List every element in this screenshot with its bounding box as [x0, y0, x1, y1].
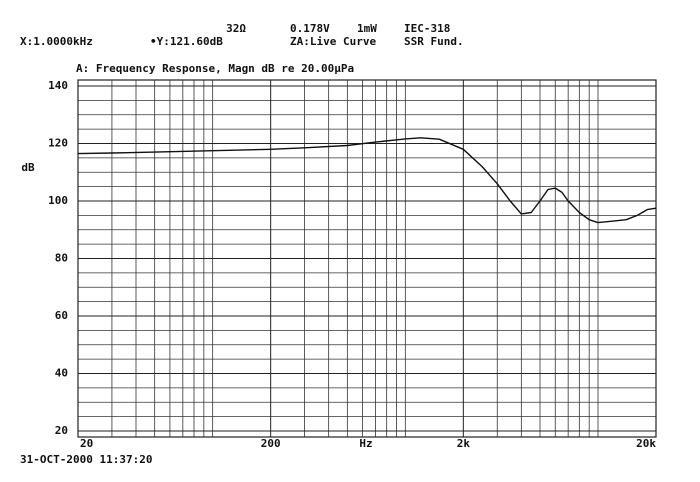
- x-tick-label: 20k: [636, 437, 656, 450]
- y-tick-label: 20: [55, 424, 68, 437]
- y-tick-label: 60: [55, 309, 68, 322]
- timestamp: 31-OCT-2000 11:37:20: [20, 453, 152, 466]
- header-annotation: 32Ω: [226, 22, 246, 35]
- header-annotation: IEC-318: [404, 22, 450, 35]
- y-tick-label: 100: [48, 194, 68, 207]
- header-annotation: X:1.0000kHz: [20, 35, 93, 48]
- x-tick-label: 2k: [457, 437, 471, 450]
- header-annotation: •Y:121.60dB: [150, 35, 223, 48]
- header-annotation: SSR Fund.: [404, 35, 464, 48]
- header-annotation: 0.178V: [290, 22, 330, 35]
- x-tick-label: 20: [80, 437, 93, 450]
- y-tick-label: 80: [55, 252, 68, 265]
- y-axis-label: dB: [21, 161, 35, 174]
- y-tick-label: 140: [48, 79, 68, 92]
- curve: [77, 137, 657, 224]
- header-annotation: ZA:Live Curve: [290, 35, 376, 48]
- x-tick-label: 200: [261, 437, 281, 450]
- y-tick-label: 40: [55, 367, 68, 380]
- chart-title: A: Frequency Response, Magn dB re 20.00μ…: [76, 62, 354, 75]
- y-tick-label: 120: [48, 137, 68, 150]
- x-axis-label: Hz: [359, 437, 372, 450]
- header-annotation: 1mW: [357, 22, 377, 35]
